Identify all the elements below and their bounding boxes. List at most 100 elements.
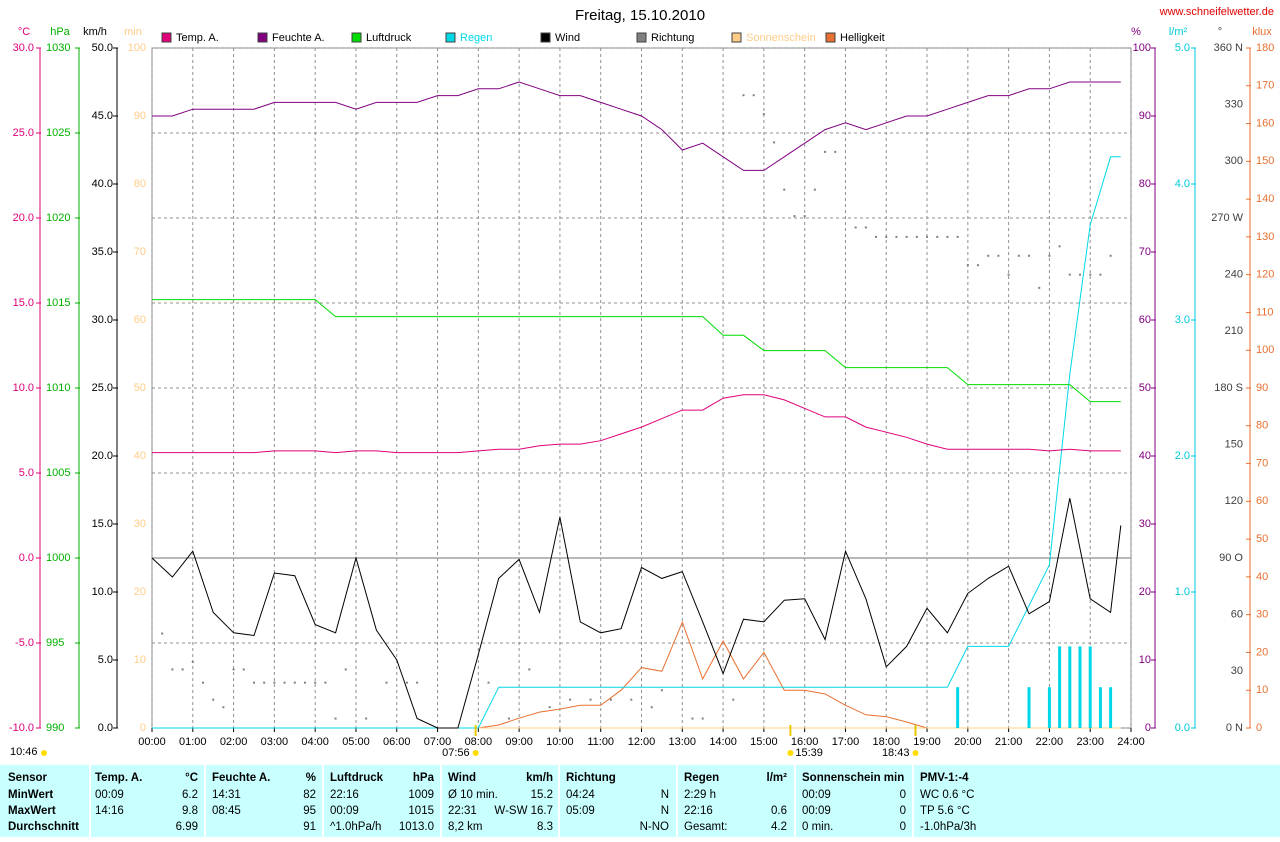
x-tick-label: 18:00 (872, 736, 900, 748)
y-tick-label: 180 S (1214, 382, 1243, 394)
y-tick-label: 40 (1139, 450, 1151, 462)
table-header: °C (185, 772, 198, 784)
y-tick-label: 60 (1139, 314, 1151, 326)
x-tick-label: 07:00 (424, 736, 452, 748)
y-tick-label: 30.0 (92, 314, 113, 326)
y-tick-label: 30 (1256, 609, 1268, 621)
direction-dot (1038, 286, 1041, 289)
direction-dot (997, 254, 1000, 257)
y-tick-label: 90 (1256, 382, 1268, 394)
table-cell: Gesamt: (684, 821, 727, 833)
table-cell: N (661, 789, 669, 801)
direction-dot (405, 681, 408, 684)
y-tick-label: 0 (1256, 722, 1262, 734)
x-tick-label: 19:00 (913, 736, 941, 748)
table-cell: 14:16 (95, 805, 124, 817)
y-tick-label: 90 (134, 110, 146, 122)
table-cell: 22:16 (684, 805, 713, 817)
y-tick-label: 1020 (46, 212, 70, 224)
table-cell: W-SW 16.7 (494, 805, 553, 817)
direction-dot (915, 235, 918, 238)
y-tick-label: -5.0 (15, 637, 34, 649)
table-cell: ^1.0hPa/h (330, 821, 381, 833)
direction-dot (385, 681, 388, 684)
sun-time: 07:56 (442, 747, 470, 759)
y-tick-label: 40.0 (92, 178, 113, 190)
legend-swatch (351, 32, 362, 43)
table-cell: 00:09 (802, 805, 831, 817)
y-tick-label: 15.0 (13, 297, 34, 309)
direction-dot (1007, 273, 1010, 276)
y-tick-label: 70 (1256, 457, 1268, 469)
y-tick-label: 40 (1256, 571, 1268, 583)
x-tick-label: 01:00 (179, 736, 207, 748)
y-tick-label: 0.0 (1175, 722, 1190, 734)
series-line (152, 81, 1121, 171)
table-cell: N (661, 805, 669, 817)
legend-label: Wind (555, 32, 580, 44)
y-tick-label: 70 (1139, 246, 1151, 258)
table-cell: 08:45 (212, 805, 241, 817)
x-tick-label: 24:00 (1117, 736, 1145, 748)
y-tick-label: 270 W (1211, 212, 1243, 224)
series-line (478, 620, 928, 729)
table-cell: 82 (303, 789, 316, 801)
legend-label: Helligkeit (840, 32, 885, 44)
sun-icon (472, 750, 479, 756)
axis-unit: klux (1252, 26, 1272, 38)
series-line (151, 498, 1122, 729)
direction-dot (569, 698, 572, 701)
y-tick-label: 360 N (1214, 42, 1243, 54)
y-tick-label: 1005 (46, 467, 70, 479)
rain-bar (1088, 646, 1092, 728)
table-cell: 04:24 (566, 789, 595, 801)
direction-dot (548, 706, 551, 709)
direction-dot (864, 226, 867, 229)
x-tick-label: 12:00 (628, 736, 656, 748)
y-tick-label: 330 (1225, 99, 1243, 111)
table-cell: 00:09 (802, 789, 831, 801)
x-tick-label: 08:00 (465, 736, 493, 748)
x-tick-label: 20:00 (954, 736, 982, 748)
y-tick-label: 10 (1256, 684, 1268, 696)
table-cell: 14:31 (212, 789, 241, 801)
table-cell: 6.99 (176, 821, 198, 833)
direction-dot (875, 235, 878, 238)
y-tick-label: 20 (1256, 646, 1268, 658)
legend-label: Regen (460, 32, 492, 44)
table-header: km/h (526, 772, 553, 784)
y-tick-label: 150 (1256, 155, 1274, 167)
table-cell: 0.6 (771, 805, 787, 817)
y-tick-label: 40 (134, 450, 146, 462)
table-cell: 6.2 (182, 789, 198, 801)
direction-dot (752, 94, 755, 97)
y-tick-label: 3.0 (1175, 314, 1190, 326)
y-tick-label: 30.0 (13, 42, 34, 54)
table-header: Luftdruck (330, 772, 384, 784)
direction-dot (834, 150, 837, 153)
direction-dot (1058, 245, 1061, 248)
sun-icon (787, 750, 794, 756)
sun-icon (912, 750, 919, 756)
y-tick-label: 160 (1256, 117, 1274, 129)
y-tick-label: 70 (134, 246, 146, 258)
table-cell: N-NO (640, 821, 669, 833)
y-tick-label: 120 (1225, 495, 1243, 507)
direction-dot (824, 150, 827, 153)
legend-swatch (445, 32, 456, 43)
y-tick-label: 20.0 (13, 212, 34, 224)
y-tick-label: 50 (1256, 533, 1268, 545)
direction-dot (987, 254, 990, 257)
table-cell: 1009 (408, 789, 434, 801)
rain-bar (1027, 687, 1031, 728)
x-tick-label: 06:00 (383, 736, 411, 748)
direction-dot (242, 668, 245, 671)
axis-unit: % (1131, 26, 1141, 38)
x-tick-label: 09:00 (505, 736, 533, 748)
x-tick-label: 11:00 (587, 736, 614, 748)
series-line (152, 156, 1121, 729)
y-tick-label: 60 (1231, 609, 1243, 621)
y-tick-label: 0 (140, 722, 146, 734)
x-tick-label: 10:00 (546, 736, 574, 748)
table-cell: 1013.0 (399, 821, 434, 833)
